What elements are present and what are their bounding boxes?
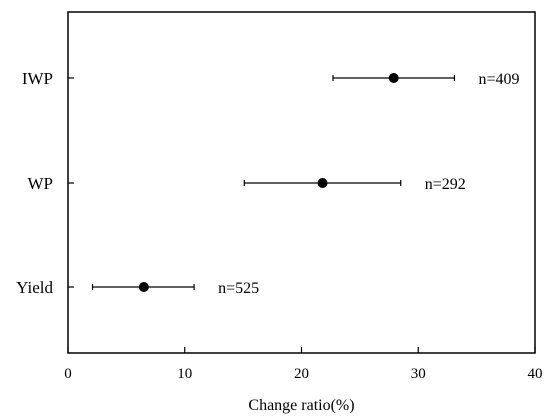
x-tick-label: 30 xyxy=(411,366,426,382)
chart-marks: 0 10 20 30 40 IWP n=409 WP n=292 Yield n=525 xyxy=(16,69,542,382)
data-point xyxy=(317,178,328,188)
x-tick-label: 20 xyxy=(294,366,309,382)
sample-size-label: n=292 xyxy=(425,176,466,193)
sample-size-label: n=525 xyxy=(218,280,259,297)
x-tick-label: 0 xyxy=(64,366,72,382)
category-label: IWP xyxy=(22,69,53,88)
x-tick-label: 10 xyxy=(177,366,192,382)
sample-size-label: n=409 xyxy=(478,71,519,88)
category-label: WP xyxy=(28,174,54,193)
x-tick-label: 40 xyxy=(528,366,543,382)
data-point xyxy=(388,73,399,83)
category-label: Yield xyxy=(16,278,53,297)
x-axis-title: Change ratio(%) xyxy=(248,397,354,414)
data-point xyxy=(138,282,149,292)
